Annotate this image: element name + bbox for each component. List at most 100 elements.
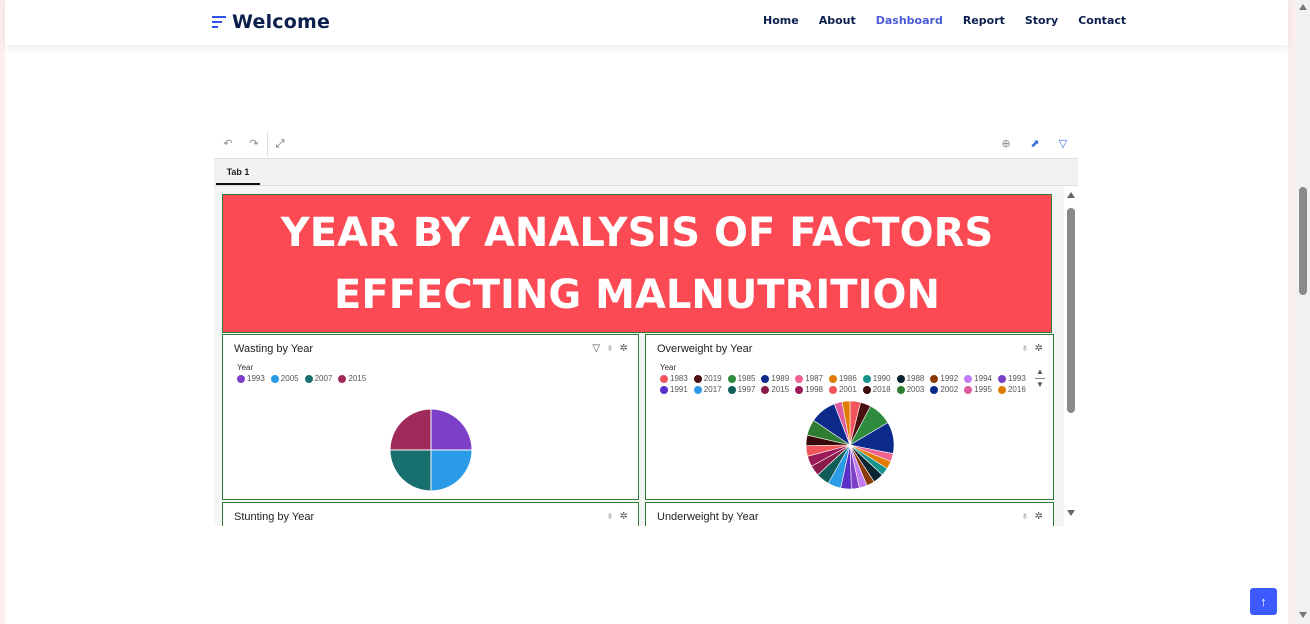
nav-dashboard[interactable]: Dashboard: [875, 14, 943, 27]
legend-item[interactable]: 1994: [964, 374, 992, 383]
scroll-up-icon[interactable]: [1299, 4, 1307, 10]
legend-swatch: [795, 374, 804, 383]
legend-item[interactable]: 2015: [338, 374, 366, 383]
filter-icon[interactable]: ▽: [1058, 138, 1068, 150]
legend-up-icon[interactable]: ▲: [1036, 367, 1044, 376]
legend-swatch: [304, 374, 313, 383]
legend-item[interactable]: 2007: [304, 374, 333, 383]
site-header: Welcome Home About Dashboard Report Stor…: [5, 0, 1288, 45]
legend-label: 1998: [805, 385, 823, 394]
legend-item[interactable]: 1986: [828, 374, 857, 383]
legend-item[interactable]: 1997: [727, 385, 756, 394]
legend-swatch: [270, 374, 279, 383]
trend-icon[interactable]: ⬈: [1030, 138, 1040, 150]
legend-label: 2007: [314, 374, 333, 383]
wasting-widget[interactable]: Wasting by Year ▽ ♁ ✲ Year 1993 2005 2007 2…: [222, 334, 639, 500]
legend-item[interactable]: 1985: [727, 374, 755, 383]
lightbulb-icon[interactable]: ♁: [1021, 343, 1029, 354]
legend-swatch: [338, 374, 347, 383]
legend-item[interactable]: 1991: [660, 385, 688, 394]
scroll-down-icon[interactable]: [1067, 510, 1075, 516]
lightbulb-icon[interactable]: ♁: [606, 343, 614, 354]
legend-label: 1987: [805, 374, 823, 383]
legend-swatch: [896, 385, 905, 394]
legend-label: 2002: [940, 385, 959, 394]
nav-story[interactable]: Story: [1024, 14, 1059, 27]
scroll-thumb[interactable]: [1067, 208, 1075, 413]
zoom-icon[interactable]: ⊕: [1001, 138, 1011, 150]
legend-item[interactable]: 1989: [761, 374, 789, 383]
legend-label: 1997: [737, 385, 756, 394]
legend-item[interactable]: 2019: [693, 374, 722, 383]
legend-item[interactable]: 2018: [862, 385, 891, 394]
settings-icon[interactable]: ✲: [1034, 343, 1043, 354]
legend-item[interactable]: 1993: [997, 374, 1026, 383]
overweight-widget[interactable]: Overweight by Year ♁ ✲ Year 1983 2019 1985…: [645, 334, 1054, 500]
settings-icon[interactable]: ✲: [1034, 511, 1043, 522]
legend-swatch: [964, 385, 973, 394]
pie-slice-1993[interactable]: [430, 408, 473, 451]
redo-icon[interactable]: ↷: [249, 138, 259, 150]
legend-item[interactable]: 1995: [964, 385, 992, 394]
scroll-thumb[interactable]: [1299, 187, 1307, 295]
legend-label: 1990: [872, 374, 891, 383]
legend-item[interactable]: 1987: [795, 374, 823, 383]
legend-swatch: [693, 374, 702, 383]
legend-item[interactable]: 1990: [862, 374, 891, 383]
pie-slice-2016[interactable]: [841, 400, 851, 446]
underweight-widget[interactable]: Underweight by Year ♁ ✲: [645, 502, 1054, 526]
back-to-top-button[interactable]: ↑: [1250, 588, 1277, 615]
legend-item[interactable]: 2015: [761, 385, 789, 394]
pie-slice-2005[interactable]: [430, 449, 473, 492]
legend-swatch: [761, 374, 770, 383]
legend-item[interactable]: 2016: [997, 385, 1026, 394]
stunting-widget[interactable]: Stunting by Year ♁ ✲: [222, 502, 639, 526]
nav-about[interactable]: About: [818, 14, 856, 27]
legend-item[interactable]: 1983: [660, 374, 688, 383]
legend-pager[interactable]: ▲ ▼: [1035, 367, 1045, 390]
chart-legend: 1983 2019 1985 1989 1987 1986 1990 1988 1992 1994…: [660, 374, 1035, 396]
legend-label: 1992: [940, 374, 959, 383]
legend-item[interactable]: 2001: [828, 385, 857, 394]
pie-slice-2007[interactable]: [389, 449, 432, 492]
legend-item[interactable]: 1992: [930, 374, 958, 383]
legend-item[interactable]: 2003: [896, 385, 924, 394]
legend-item[interactable]: 2017: [693, 385, 722, 394]
legend-swatch: [862, 385, 871, 394]
legend-swatch: [896, 374, 905, 383]
nav-contact[interactable]: Contact: [1078, 14, 1127, 27]
pie-slice-2015[interactable]: [389, 408, 432, 451]
scroll-down-icon[interactable]: [1299, 612, 1307, 618]
lightbulb-icon[interactable]: ♁: [606, 511, 614, 522]
dashboard-scrollbar[interactable]: [1064, 186, 1078, 526]
lightbulb-icon[interactable]: ♁: [1021, 511, 1029, 522]
legend-title: Year: [660, 363, 677, 372]
legend-swatch: [727, 374, 736, 383]
widget-title: Underweight by Year: [657, 511, 759, 523]
legend-swatch: [660, 385, 668, 394]
page-scrollbar[interactable]: [1296, 0, 1310, 624]
legend-item[interactable]: 2005: [270, 374, 299, 383]
undo-icon[interactable]: ↶: [223, 138, 233, 150]
scroll-up-icon[interactable]: [1067, 192, 1075, 198]
settings-icon[interactable]: ✲: [619, 343, 628, 354]
nav-report[interactable]: Report: [962, 14, 1005, 27]
legend-label: 1986: [838, 374, 857, 383]
legend-item[interactable]: 1998: [795, 385, 823, 394]
nav-home[interactable]: Home: [763, 14, 799, 27]
overweight-pie-chart: [805, 400, 895, 490]
legend-down-icon[interactable]: ▼: [1036, 380, 1044, 389]
legend-label: 1993: [1007, 374, 1026, 383]
tab-1[interactable]: Tab 1: [216, 159, 260, 185]
settings-icon[interactable]: ✲: [619, 511, 628, 522]
wasting-pie-chart: [389, 408, 473, 492]
legend-label: 2017: [703, 385, 722, 394]
legend-item[interactable]: 1993: [237, 374, 265, 383]
legend-item[interactable]: 1988: [896, 374, 924, 383]
arrow-up-icon: ↑: [1260, 594, 1267, 609]
widget-toolbar: ▽ ♁ ✲: [592, 343, 628, 354]
brand[interactable]: Welcome: [212, 8, 330, 36]
legend-item[interactable]: 2002: [930, 385, 958, 394]
filter-icon[interactable]: ▽: [592, 343, 601, 354]
expand-icon[interactable]: ⤢: [275, 138, 285, 150]
